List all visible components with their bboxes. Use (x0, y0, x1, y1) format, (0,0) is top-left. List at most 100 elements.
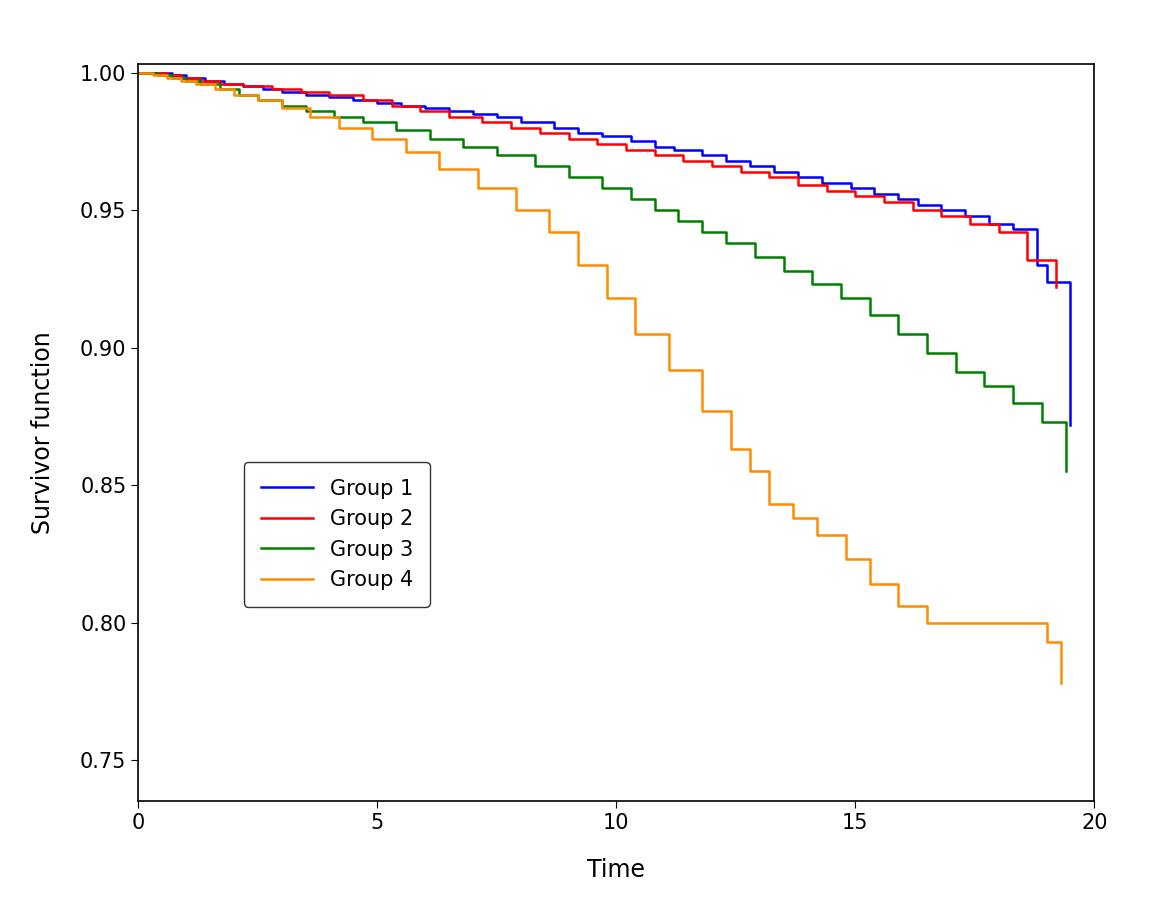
Group 4 (600, 293, 614, 304)
Group 4 (763, 499, 776, 510)
Group 1 (791, 171, 805, 182)
Group 3 (356, 117, 370, 128)
Group 2 (213, 78, 227, 89)
Group 1 (198, 76, 212, 87)
Group 3 (805, 279, 819, 290)
Group 4 (629, 329, 643, 340)
Group 1 (323, 92, 336, 103)
Group 2 (963, 218, 977, 229)
Group 4 (920, 617, 934, 628)
Group 2 (848, 191, 862, 202)
Group 1 (418, 103, 432, 114)
Group 2 (905, 204, 919, 216)
Group 4 (863, 578, 877, 589)
Group 2 (705, 160, 719, 171)
Group 1 (1063, 419, 1077, 430)
Group 1 (719, 155, 733, 166)
Group 3 (834, 293, 848, 304)
Group 1 (892, 193, 905, 204)
Group 4 (274, 103, 288, 114)
Group 1 (180, 73, 194, 84)
Group 3 (298, 106, 312, 117)
Group 1 (934, 204, 948, 216)
Group 2 (533, 128, 547, 139)
Group 2 (505, 122, 518, 134)
Line: Group 2: Group 2 (138, 73, 1056, 287)
Group 1 (667, 145, 681, 156)
Group 3 (647, 204, 661, 216)
Group 3 (274, 100, 288, 111)
Group 1 (983, 218, 996, 229)
Group 4 (303, 111, 317, 122)
Group 1 (347, 95, 361, 106)
Group 4 (571, 260, 585, 271)
Group 4 (949, 617, 963, 628)
Group 4 (810, 529, 824, 540)
Group 1 (867, 188, 881, 199)
Group 3 (213, 84, 227, 95)
Group 3 (180, 76, 194, 87)
Group 3 (456, 142, 470, 153)
Group 2 (294, 87, 308, 98)
X-axis label: Time: Time (588, 858, 645, 882)
Group 4 (725, 444, 738, 455)
Group 3 (528, 160, 541, 171)
Group 3 (131, 67, 145, 78)
Group 1 (571, 128, 585, 139)
Group 3 (672, 216, 685, 227)
Group 3 (776, 265, 790, 276)
Group 2 (356, 95, 370, 106)
Group 1 (442, 106, 456, 117)
Group 4 (543, 227, 556, 238)
Legend: Group 1, Group 2, Group 3, Group 4: Group 1, Group 2, Group 3, Group 4 (244, 462, 430, 607)
Group 3 (719, 238, 733, 249)
Group 3 (748, 251, 761, 262)
Group 1 (131, 67, 145, 78)
Group 2 (385, 100, 399, 111)
Line: Group 3: Group 3 (138, 73, 1066, 472)
Group 4 (743, 466, 757, 477)
Group 1 (256, 84, 270, 95)
Group 3 (949, 367, 963, 378)
Group 4 (509, 204, 523, 216)
Group 4 (1006, 617, 1020, 628)
Group 1 (514, 117, 528, 128)
Group 2 (647, 150, 661, 161)
Group 1 (843, 182, 857, 193)
Group 1 (623, 136, 637, 147)
Group 1 (814, 177, 828, 188)
Group 1 (465, 109, 479, 120)
Group 4 (787, 513, 801, 524)
Group 4 (696, 405, 710, 416)
Group 3 (194, 78, 207, 89)
Group 4 (189, 78, 203, 89)
Group 2 (763, 171, 776, 182)
Group 2 (174, 73, 188, 84)
Group 3 (623, 193, 637, 204)
Group 2 (442, 111, 456, 122)
Group 2 (414, 106, 427, 117)
Group 2 (236, 81, 250, 92)
Group 4 (1025, 617, 1039, 628)
Group 3 (151, 70, 165, 81)
Group 1 (1039, 276, 1053, 287)
Group 4 (251, 95, 265, 106)
Group 3 (327, 111, 341, 122)
Group 1 (298, 89, 312, 100)
Group 2 (323, 89, 336, 100)
Group 2 (561, 134, 575, 145)
Group 1 (743, 160, 757, 171)
Group 3 (490, 150, 503, 161)
Group 4 (332, 122, 346, 134)
Group 1 (767, 166, 781, 177)
Group 4 (145, 70, 159, 81)
Group 1 (236, 81, 250, 92)
Group 3 (892, 329, 905, 340)
Group 3 (561, 171, 575, 182)
Group 4 (839, 554, 852, 565)
Group 4 (1054, 678, 1068, 689)
Group 3 (165, 73, 179, 84)
Group 3 (423, 134, 437, 145)
Group 1 (394, 100, 408, 111)
Group 4 (471, 182, 485, 193)
